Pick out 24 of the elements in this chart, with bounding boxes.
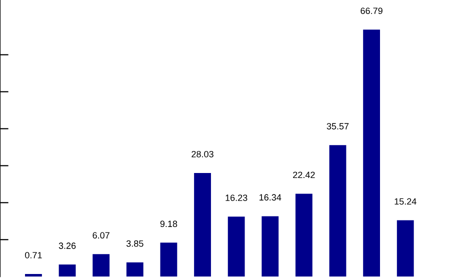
data-label: 16.23 bbox=[226, 194, 248, 201]
bar bbox=[262, 216, 279, 277]
data-label: 35.57 bbox=[326, 123, 349, 130]
bar bbox=[228, 216, 245, 277]
bar bbox=[25, 274, 42, 277]
bar bbox=[194, 172, 211, 277]
data-label: 16.34 bbox=[260, 194, 282, 201]
data-label: 22.42 bbox=[293, 172, 315, 178]
data-label: 28.03 bbox=[192, 150, 214, 158]
bar bbox=[160, 242, 178, 277]
data-label: 9.18 bbox=[160, 220, 178, 228]
bar bbox=[363, 30, 380, 277]
data-label: 66.79 bbox=[360, 8, 382, 14]
data-label: 3.85 bbox=[126, 240, 144, 247]
data-label: 6.07 bbox=[92, 232, 110, 239]
bar bbox=[396, 220, 414, 277]
data-label: 3.26 bbox=[58, 242, 76, 249]
bar bbox=[92, 254, 110, 277]
data-label: 15.24 bbox=[394, 198, 416, 205]
bar bbox=[126, 262, 144, 277]
bar bbox=[58, 264, 76, 277]
data-label: 0.71 bbox=[25, 252, 42, 258]
bar bbox=[329, 145, 346, 277]
bar bbox=[295, 194, 312, 277]
